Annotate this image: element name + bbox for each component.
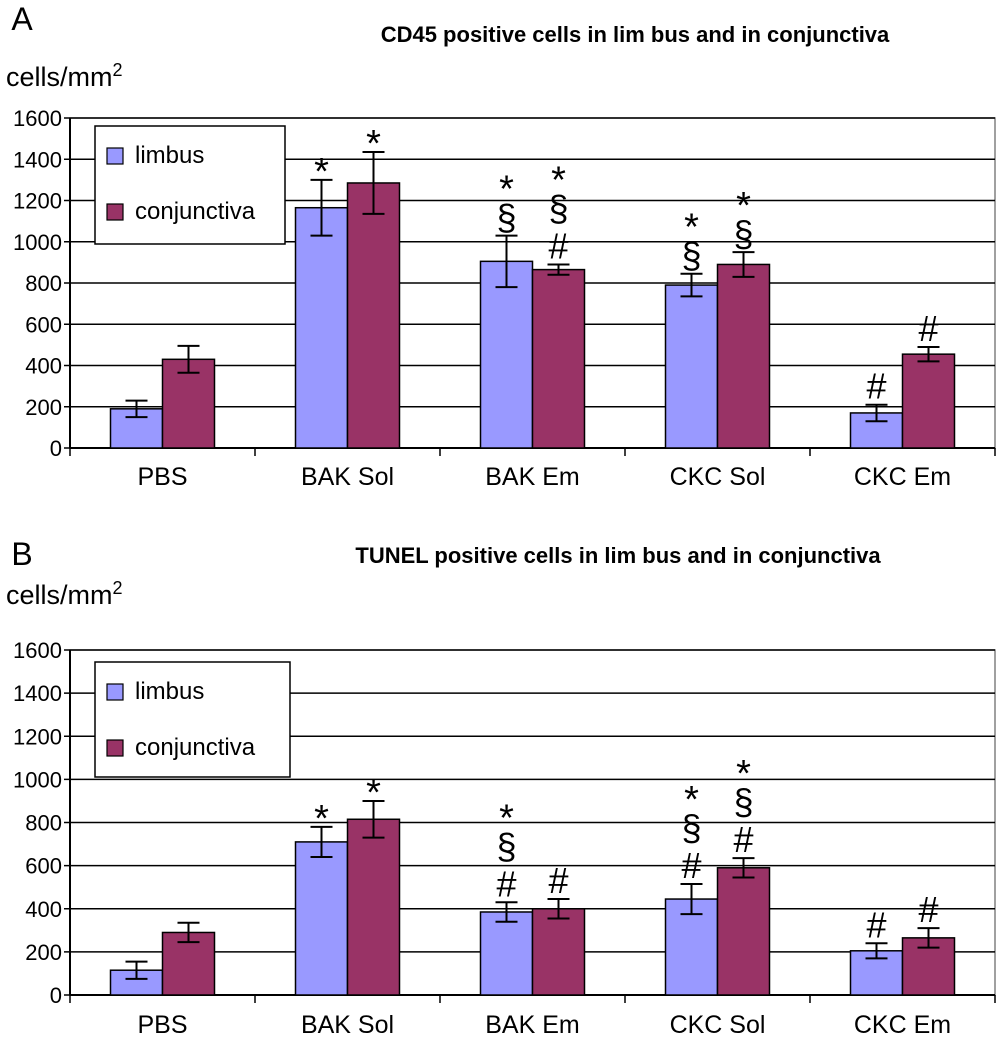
y-tick-label: 1600 bbox=[13, 638, 62, 663]
legend-swatch-conjunctiva bbox=[106, 739, 124, 757]
chart-panel-b: B TUNEL positive cells in lim bus and in … bbox=[6, 536, 996, 1039]
significance-mark: * bbox=[684, 207, 699, 249]
y-tick-label: 1400 bbox=[13, 147, 62, 172]
significance-mark: § bbox=[681, 235, 701, 276]
significance-mark: § bbox=[733, 781, 753, 822]
bar-conjunctiva-bak-em bbox=[531, 268, 586, 449]
y-tick-label: 600 bbox=[25, 312, 62, 337]
y-tick-label: 200 bbox=[25, 395, 62, 420]
significance-mark: * bbox=[736, 185, 751, 227]
significance-mark: # bbox=[918, 889, 938, 930]
panel-label: A bbox=[11, 1, 33, 37]
significance-mark: # bbox=[548, 860, 568, 901]
x-tick-label: BAK Sol bbox=[301, 1011, 394, 1039]
x-tick-label: CKC Sol bbox=[670, 1011, 766, 1039]
significance-mark: # bbox=[733, 819, 753, 860]
chart-panel-a: A CD45 positive cells in lim bus and in c… bbox=[6, 1, 996, 491]
significance-mark: # bbox=[866, 366, 886, 407]
bar-conjunctiva-bak-sol bbox=[346, 818, 401, 996]
legend-label-limbus: limbus bbox=[135, 142, 204, 169]
y-axis-label: cells/mm2 bbox=[6, 578, 123, 610]
bar-conjunctiva-bak-em bbox=[531, 908, 586, 996]
bar-conjunctiva-bak-sol bbox=[346, 182, 401, 449]
chart-title: TUNEL positive cells in lim bus and in c… bbox=[355, 543, 881, 568]
legend: limbus conjunctiva bbox=[94, 661, 291, 778]
y-tick-label: 1000 bbox=[13, 767, 62, 792]
significance-mark: § bbox=[496, 197, 516, 238]
bar-limbus-bak-em bbox=[479, 260, 534, 449]
significance-mark: * bbox=[499, 169, 514, 211]
y-tick-label: 1200 bbox=[13, 724, 62, 749]
y-tick-label: 400 bbox=[25, 897, 62, 922]
significance-mark: * bbox=[499, 797, 514, 839]
y-tick-label: 1400 bbox=[13, 681, 62, 706]
significance-mark: # bbox=[548, 225, 568, 266]
y-tick-label: 1200 bbox=[13, 189, 62, 214]
y-axis-label: cells/mm2 bbox=[6, 60, 123, 92]
y-tick-label: 800 bbox=[25, 811, 62, 836]
y-axis-label-superscript: 2 bbox=[113, 60, 123, 80]
significance-mark: * bbox=[314, 798, 329, 840]
significance-mark: * bbox=[684, 779, 699, 821]
x-tick-label: PBS bbox=[137, 463, 187, 491]
bar-conjunctiva-ckc-sol bbox=[716, 263, 771, 449]
y-tick-label: 0 bbox=[50, 983, 62, 1008]
y-axis-label-superscript: 2 bbox=[113, 578, 123, 598]
significance-mark: # bbox=[681, 845, 701, 886]
chart-title: CD45 positive cells in lim bus and in co… bbox=[381, 22, 890, 47]
significance-mark: § bbox=[496, 825, 516, 866]
significance-mark: * bbox=[314, 151, 329, 193]
y-tick-label: 400 bbox=[25, 354, 62, 379]
y-axis-label-base: cells/mm bbox=[6, 62, 113, 92]
bar-conjunctiva-ckc-em bbox=[901, 353, 956, 449]
y-tick-label: 200 bbox=[25, 940, 62, 965]
bar-conjunctiva-ckc-sol bbox=[716, 867, 771, 996]
y-axis-label-base: cells/mm bbox=[6, 580, 113, 610]
significance-mark: # bbox=[496, 863, 516, 904]
significance-mark: # bbox=[866, 904, 886, 945]
x-tick-label: CKC Em bbox=[854, 1011, 951, 1039]
legend-swatch-limbus bbox=[106, 683, 124, 701]
significance-mark: § bbox=[733, 213, 753, 254]
legend-label-limbus: limbus bbox=[135, 678, 204, 705]
x-tick-label: BAK Sol bbox=[301, 463, 394, 491]
significance-mark: § bbox=[681, 807, 701, 848]
y-tick-label: 1000 bbox=[13, 230, 62, 255]
significance-mark: * bbox=[551, 159, 566, 201]
y-tick-label: 600 bbox=[25, 854, 62, 879]
legend-box bbox=[94, 661, 291, 778]
legend: limbus conjunctiva bbox=[94, 125, 286, 245]
legend-label-conjunctiva: conjunctiva bbox=[135, 198, 256, 225]
significance-mark: § bbox=[548, 187, 568, 228]
legend-box bbox=[94, 125, 286, 245]
legend-swatch-conjunctiva bbox=[106, 203, 124, 221]
bar-limbus-bak-sol bbox=[294, 206, 349, 449]
x-tick-label: BAK Em bbox=[485, 463, 579, 491]
x-tick-label: CKC Sol bbox=[670, 463, 766, 491]
significance-mark: # bbox=[918, 308, 938, 349]
bar-limbus-bak-em bbox=[479, 911, 534, 996]
x-tick-label: CKC Em bbox=[854, 463, 951, 491]
significance-mark: * bbox=[366, 772, 381, 814]
y-tick-label: 1600 bbox=[13, 106, 62, 131]
significance-mark: * bbox=[366, 123, 381, 165]
bar-limbus-bak-sol bbox=[294, 841, 349, 996]
bar-conjunctiva-pbs bbox=[161, 358, 216, 449]
legend-label-conjunctiva: conjunctiva bbox=[135, 734, 256, 761]
x-tick-label: PBS bbox=[137, 1011, 187, 1039]
legend-swatch-limbus bbox=[106, 147, 124, 165]
panel-label: B bbox=[11, 536, 32, 572]
bar-limbus-ckc-sol bbox=[664, 284, 719, 449]
y-tick-label: 0 bbox=[50, 436, 62, 461]
significance-mark: * bbox=[736, 753, 751, 795]
x-tick-label: BAK Em bbox=[485, 1011, 579, 1039]
y-tick-label: 800 bbox=[25, 271, 62, 296]
